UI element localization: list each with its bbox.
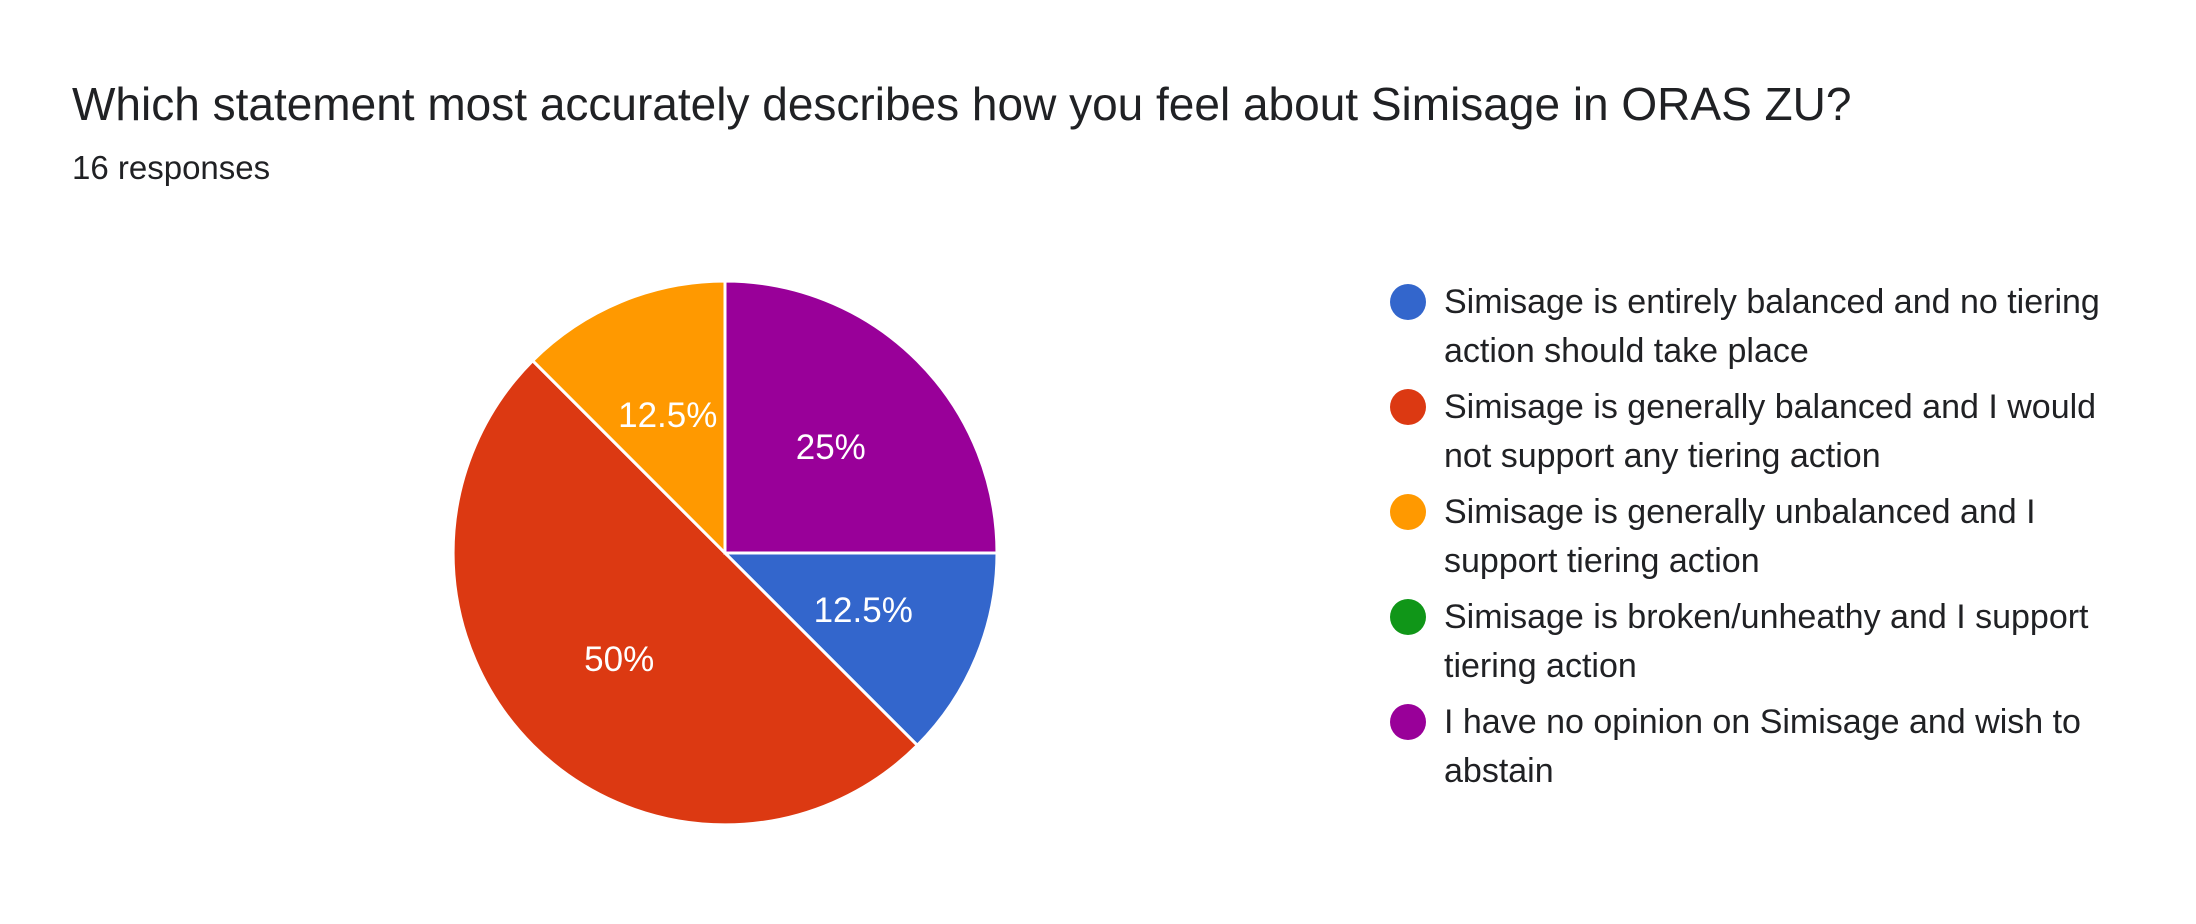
legend-swatch-2 (1390, 494, 1426, 530)
legend-item-2[interactable]: Simisage is generally unbalanced and I s… (1390, 488, 2130, 586)
legend-label-3: Simisage is broken/unheathy and I suppor… (1444, 598, 2089, 685)
legend-swatch-3 (1390, 599, 1426, 635)
pie-slice-0[interactable] (721, 551, 999, 748)
legend-label-4: I have no opinion on Simisage and wish t… (1444, 703, 2081, 790)
legend-swatch-4 (1390, 704, 1426, 740)
legend-item-1[interactable]: Simisage is generally balanced and I wou… (1390, 383, 2130, 481)
pie-slice-1[interactable] (451, 358, 920, 827)
pie-slice-4[interactable] (723, 279, 999, 555)
legend-item-0[interactable]: Simisage is entirely balanced and no tie… (1390, 278, 2130, 376)
legend-label-1: Simisage is generally balanced and I wou… (1444, 388, 2097, 475)
pie-slice-label-2: 12.5% (618, 396, 717, 435)
response-count: 16 responses (72, 149, 271, 186)
legend-label-0: Simisage is entirely balanced and no tie… (1444, 283, 2100, 370)
pie-slice-2[interactable] (530, 279, 727, 557)
legend-label-2: Simisage is generally unbalanced and I s… (1444, 493, 2036, 580)
pie-slice-label-0: 12.5% (814, 591, 913, 630)
pie-slice-label-1: 50% (584, 640, 654, 679)
legend-item-4[interactable]: I have no opinion on Simisage and wish t… (1390, 698, 2130, 796)
legend-swatch-1 (1390, 389, 1426, 425)
pie-slice-label-4: 25% (796, 428, 866, 467)
legend-swatch-0 (1390, 284, 1426, 320)
legend-item-3[interactable]: Simisage is broken/unheathy and I suppor… (1390, 593, 2130, 691)
chart-title: Which statement most accurately describe… (72, 78, 1852, 130)
chart-legend: Simisage is entirely balanced and no tie… (1390, 278, 2130, 803)
